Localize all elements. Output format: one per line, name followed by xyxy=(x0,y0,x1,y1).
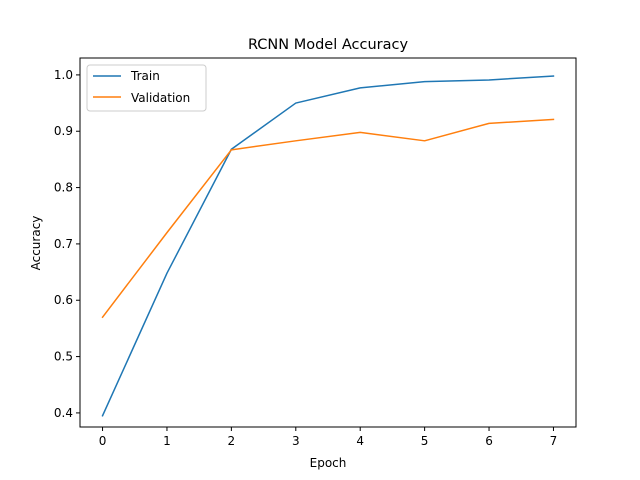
x-tick-label: 3 xyxy=(292,434,300,448)
x-axis-label: Epoch xyxy=(310,456,347,470)
y-tick-label: 0.8 xyxy=(54,181,73,195)
y-axis-label: Accuracy xyxy=(29,216,43,271)
plot-frame xyxy=(79,57,577,428)
plot-area xyxy=(101,75,555,417)
y-axis: 0.4 0.5 0.6 0.7 0.8 0.9 1.0 xyxy=(54,68,80,420)
legend: Train Validation xyxy=(86,64,207,112)
x-tick-label: 0 xyxy=(99,434,107,448)
y-tick-label: 0.9 xyxy=(54,124,73,138)
x-tick-label: 6 xyxy=(485,434,493,448)
series-line-train xyxy=(101,75,555,417)
y-tick-label: 0.4 xyxy=(54,406,73,420)
y-tick-label: 1.0 xyxy=(54,68,73,82)
y-tick-label: 0.5 xyxy=(54,350,73,364)
legend-label-validation: Validation xyxy=(131,91,190,105)
series-line-validation xyxy=(101,118,555,319)
y-tick-label: 0.7 xyxy=(54,237,73,251)
y-tick-label: 0.6 xyxy=(54,293,73,307)
x-tick-label: 7 xyxy=(550,434,558,448)
x-tick-label: 5 xyxy=(421,434,429,448)
x-tick-label: 4 xyxy=(356,434,364,448)
x-tick-label: 1 xyxy=(163,434,171,448)
legend-label-train: Train xyxy=(130,69,160,83)
chart-title: RCNN Model Accuracy xyxy=(248,37,409,53)
x-axis: 0 1 2 3 4 5 6 7 xyxy=(99,427,558,448)
x-tick-label: 2 xyxy=(228,434,236,448)
